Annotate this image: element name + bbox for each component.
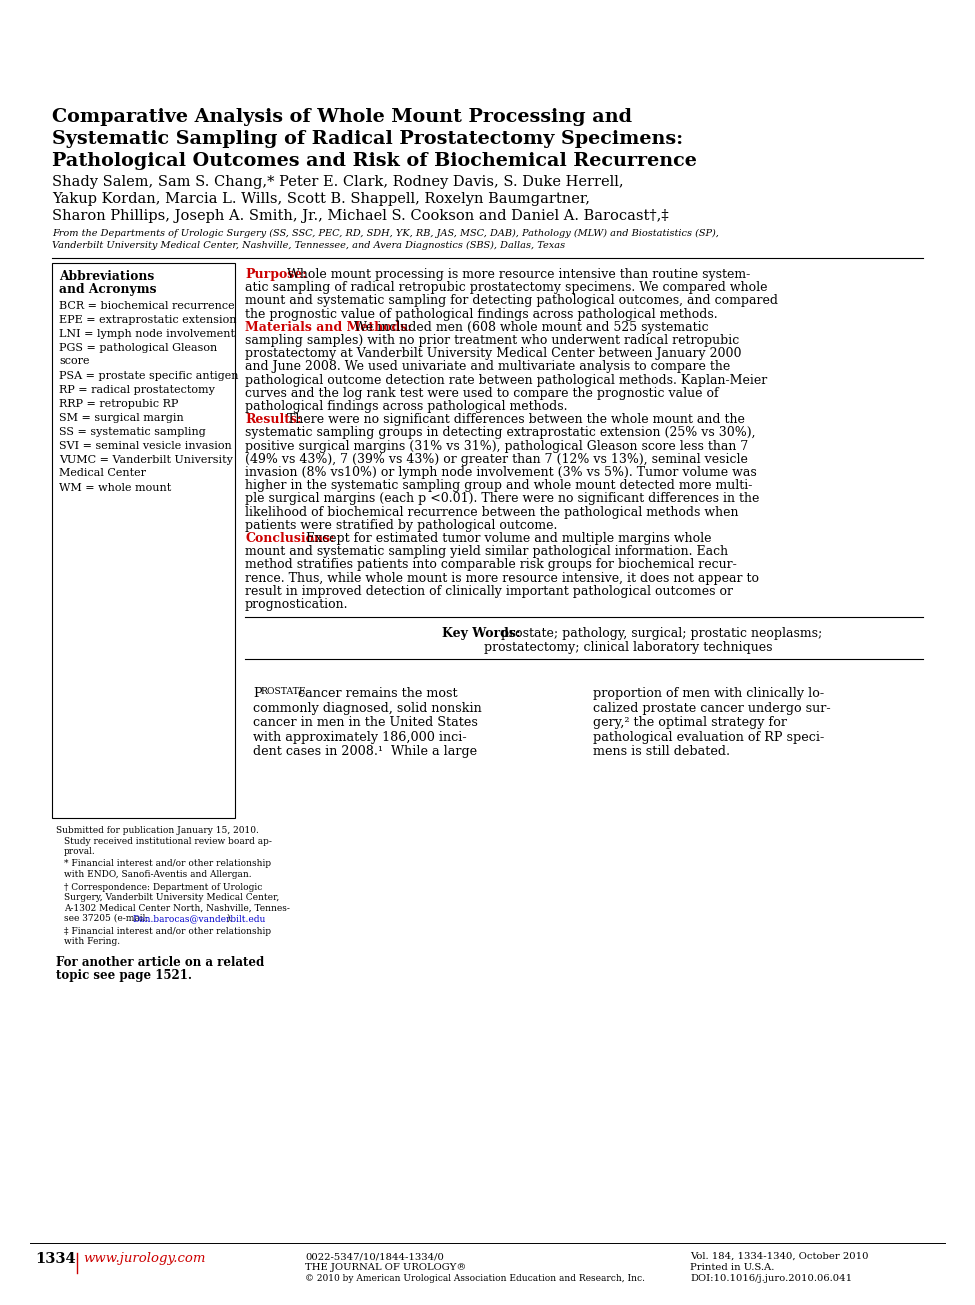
Text: mount and systematic sampling for detecting pathological outcomes, and compared: mount and systematic sampling for detect… [245,295,778,308]
Text: Materials and Methods:: Materials and Methods: [245,321,411,334]
Text: and Acronyms: and Acronyms [59,283,157,296]
Text: Key Words:: Key Words: [443,628,521,641]
Text: There were no significant differences between the whole mount and the: There were no significant differences be… [287,414,744,427]
Text: and June 2008. We used univariate and multivariate analysis to compare the: and June 2008. We used univariate and mu… [245,360,730,373]
Text: WM = whole mount: WM = whole mount [59,483,172,493]
Text: method stratifies patients into comparable risk groups for biochemical recur-: method stratifies patients into comparab… [245,559,737,572]
Text: Systematic Sampling of Radical Prostatectomy Specimens:: Systematic Sampling of Radical Prostatec… [52,130,683,147]
Text: www.jurology.com: www.jurology.com [83,1251,206,1265]
Text: © 2010 by American Urological Association Education and Research, Inc.: © 2010 by American Urological Associatio… [305,1274,645,1283]
Text: SM = surgical margin: SM = surgical margin [59,412,183,423]
Text: Study received institutional review board ap-: Study received institutional review boar… [64,837,272,846]
Text: P: P [253,688,261,701]
Text: Except for estimated tumor volume and multiple margins whole: Except for estimated tumor volume and mu… [306,532,712,545]
Text: result in improved detection of clinically important pathological outcomes or: result in improved detection of clinical… [245,585,733,598]
Text: prostatectomy; clinical laboratory techniques: prostatectomy; clinical laboratory techn… [484,641,772,654]
Bar [52,264,235,818]
Text: BCR = biochemical recurrence: BCR = biochemical recurrence [59,301,235,311]
Text: For another article on a related: For another article on a related [56,955,264,968]
Text: Vol. 184, 1334-1340, October 2010: Vol. 184, 1334-1340, October 2010 [690,1251,869,1261]
Text: cancer in men in the United States: cancer in men in the United States [253,716,478,729]
Text: prostate; pathology, surgical; prostatic neoplasms;: prostate; pathology, surgical; prostatic… [492,628,822,641]
Text: pathological findings across pathological methods.: pathological findings across pathologica… [245,401,567,412]
Text: A-1302 Medical Center North, Nashville, Tennes-: A-1302 Medical Center North, Nashville, … [64,903,290,912]
Text: pathological outcome detection rate between pathological methods. Kaplan-Meier: pathological outcome detection rate betw… [245,373,767,386]
Text: Whole mount processing is more resource intensive than routine system-: Whole mount processing is more resource … [287,268,750,281]
Text: DOI:10.1016/j.juro.2010.06.041: DOI:10.1016/j.juro.2010.06.041 [690,1274,852,1283]
Text: Submitted for publication January 15, 2010.: Submitted for publication January 15, 20… [56,826,259,835]
Text: prostatectomy at Vanderbilt University Medical Center between January 2000: prostatectomy at Vanderbilt University M… [245,347,742,360]
Text: We included men (608 whole mount and 525 systematic: We included men (608 whole mount and 525… [354,321,709,334]
Text: EPE = extraprostatic extension: EPE = extraprostatic extension [59,315,237,325]
Text: Results:: Results: [245,414,301,427]
Text: Vanderbilt University Medical Center, Nashville, Tennessee, and Avera Diagnostic: Vanderbilt University Medical Center, Na… [52,241,565,251]
Text: ‡ Financial interest and/or other relationship: ‡ Financial interest and/or other relati… [64,927,271,936]
Text: the prognostic value of pathological findings across pathological methods.: the prognostic value of pathological fin… [245,308,718,321]
Text: prognostication.: prognostication. [245,598,348,611]
Text: Pathological Outcomes and Risk of Biochemical Recurrence: Pathological Outcomes and Risk of Bioche… [52,151,697,170]
Text: SS = systematic sampling: SS = systematic sampling [59,427,206,437]
Text: with Fering.: with Fering. [64,937,120,946]
Text: gery,² the optimal strategy for: gery,² the optimal strategy for [593,716,787,729]
Text: systematic sampling groups in detecting extraprostatic extension (25% vs 30%),: systematic sampling groups in detecting … [245,427,756,440]
Text: ROSTATE: ROSTATE [260,688,305,696]
Text: invasion (8% vs10%) or lymph node involvement (3% vs 5%). Tumor volume was: invasion (8% vs10%) or lymph node involv… [245,466,757,479]
Text: Sharon Phillips, Joseph A. Smith, Jr., Michael S. Cookson and Daniel A. Barocast: Sharon Phillips, Joseph A. Smith, Jr., M… [52,209,669,223]
Text: Medical Center: Medical Center [59,468,146,478]
Text: Shady Salem, Sam S. Chang,* Peter E. Clark, Rodney Davis, S. Duke Herrell,: Shady Salem, Sam S. Chang,* Peter E. Cla… [52,175,624,189]
Text: sampling samples) with no prior treatment who underwent radical retropubic: sampling samples) with no prior treatmen… [245,334,739,347]
Text: Surgery, Vanderbilt University Medical Center,: Surgery, Vanderbilt University Medical C… [64,893,279,902]
Text: atic sampling of radical retropubic prostatectomy specimens. We compared whole: atic sampling of radical retropubic pros… [245,281,767,294]
Text: Comparative Analysis of Whole Mount Processing and: Comparative Analysis of Whole Mount Proc… [52,108,632,127]
Text: curves and the log rank test were used to compare the prognostic value of: curves and the log rank test were used t… [245,386,719,399]
Text: Printed in U.S.A.: Printed in U.S.A. [690,1263,774,1272]
Text: SVI = seminal vesicle invasion: SVI = seminal vesicle invasion [59,441,232,452]
Text: VUMC = Vanderbilt University: VUMC = Vanderbilt University [59,455,233,465]
Text: with approximately 186,000 inci-: with approximately 186,000 inci- [253,731,467,744]
Text: with ENDO, Sanofi-Aventis and Allergan.: with ENDO, Sanofi-Aventis and Allergan. [64,870,252,880]
Text: Dan.barocas@vanderbilt.edu: Dan.barocas@vanderbilt.edu [133,913,266,923]
Text: see 37205 (e-mail:: see 37205 (e-mail: [64,913,151,923]
Text: mount and systematic sampling yield similar pathological information. Each: mount and systematic sampling yield simi… [245,545,728,559]
Text: cancer remains the most: cancer remains the most [294,688,457,701]
Text: patients were stratified by pathological outcome.: patients were stratified by pathological… [245,519,558,532]
Text: topic see page 1521.: topic see page 1521. [56,970,192,983]
Text: Yakup Kordan, Marcia L. Wills, Scott B. Shappell, Roxelyn Baumgartner,: Yakup Kordan, Marcia L. Wills, Scott B. … [52,192,590,206]
Text: 0022-5347/10/1844-1334/0: 0022-5347/10/1844-1334/0 [305,1251,444,1261]
Text: pathological evaluation of RP speci-: pathological evaluation of RP speci- [593,731,824,744]
Text: Abbreviations: Abbreviations [59,270,154,283]
Text: proval.: proval. [64,847,96,856]
Text: * Financial interest and/or other relationship: * Financial interest and/or other relati… [64,860,271,869]
Text: ple surgical margins (each p <0.01). There were no significant differences in th: ple surgical margins (each p <0.01). The… [245,492,760,505]
Text: ).: ). [226,913,232,923]
Text: higher in the systematic sampling group and whole mount detected more multi-: higher in the systematic sampling group … [245,479,753,492]
Text: proportion of men with clinically lo-: proportion of men with clinically lo- [593,688,824,701]
Text: score: score [59,356,90,365]
Text: PGS = pathological Gleason: PGS = pathological Gleason [59,343,217,352]
Text: (49% vs 43%), 7 (39% vs 43%) or greater than 7 (12% vs 13%), seminal vesicle: (49% vs 43%), 7 (39% vs 43%) or greater … [245,453,748,466]
Text: rence. Thus, while whole mount is more resource intensive, it does not appear to: rence. Thus, while whole mount is more r… [245,572,759,585]
Text: LNI = lymph node involvement: LNI = lymph node involvement [59,329,235,339]
Text: 1334: 1334 [35,1251,76,1266]
Text: RP = radical prostatectomy: RP = radical prostatectomy [59,385,214,395]
Text: calized prostate cancer undergo sur-: calized prostate cancer undergo sur- [593,702,831,715]
Text: positive surgical margins (31% vs 31%), pathological Gleason score less than 7: positive surgical margins (31% vs 31%), … [245,440,748,453]
Text: dent cases in 2008.¹  While a large: dent cases in 2008.¹ While a large [253,745,477,758]
Text: From the Departments of Urologic Surgery (SS, SSC, PEC, RD, SDH, YK, RB, JAS, MS: From the Departments of Urologic Surgery… [52,228,719,238]
Text: RRP = retropubic RP: RRP = retropubic RP [59,399,178,408]
Text: likelihood of biochemical recurrence between the pathological methods when: likelihood of biochemical recurrence bet… [245,505,738,518]
Text: Conclusions:: Conclusions: [245,532,334,545]
Text: commonly diagnosed, solid nonskin: commonly diagnosed, solid nonskin [253,702,482,715]
Text: Purpose:: Purpose: [245,268,307,281]
Text: THE JOURNAL OF UROLOGY®: THE JOURNAL OF UROLOGY® [305,1263,466,1272]
Text: PSA = prostate specific antigen: PSA = prostate specific antigen [59,371,239,381]
Text: † Correspondence: Department of Urologic: † Correspondence: Department of Urologic [64,882,262,891]
Text: mens is still debated.: mens is still debated. [593,745,730,758]
